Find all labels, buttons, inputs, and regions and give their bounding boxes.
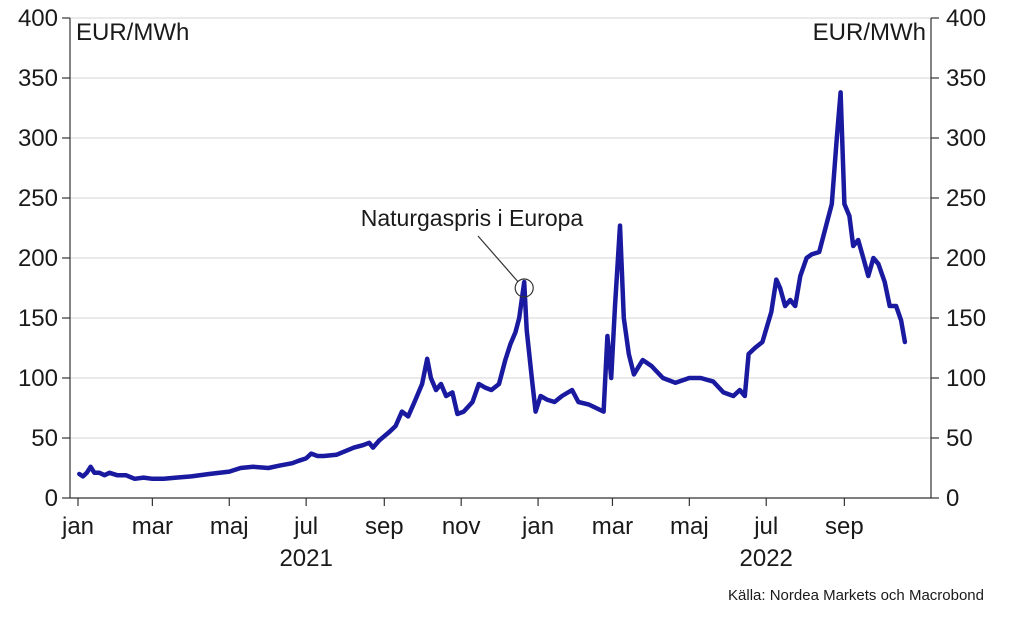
y-tick-label-right: 350 xyxy=(946,65,986,92)
year-label: 2022 xyxy=(740,545,793,572)
x-tick-label: mar xyxy=(592,513,633,540)
x-tick-label: sep xyxy=(365,513,404,540)
x-tick-label: jul xyxy=(293,513,318,540)
y-tick-label-right: 0 xyxy=(946,485,959,512)
y-tick-label-left: 250 xyxy=(18,185,58,212)
y-tick-label-left: 350 xyxy=(18,65,58,92)
series-line-naturgaspris xyxy=(77,90,908,482)
x-ticks: jan mar maj jul sep nov jan mar maj jul sep xyxy=(61,498,864,540)
x-tick-label: maj xyxy=(670,513,709,540)
x-tick-label: maj xyxy=(210,513,249,540)
grid-lines xyxy=(70,17,931,439)
y-ticks-left: 0 50 100 150 200 250 300 350 400 xyxy=(18,5,70,512)
source-note: Källa: Nordea Markets och Macrobond xyxy=(728,587,984,604)
y-tick-label-left: 0 xyxy=(45,485,58,512)
y-ticks-right: 0 50 100 150 200 250 300 350 400 xyxy=(931,5,986,512)
y-tick-label-left: 200 xyxy=(18,245,58,272)
x-tick-label: sep xyxy=(825,513,864,540)
annotation-pointer xyxy=(477,235,519,283)
y-tick-label-left: 100 xyxy=(18,365,58,392)
y-tick-label-left: 50 xyxy=(31,425,58,452)
x-tick-label: nov xyxy=(442,513,481,540)
x-tick-label: mar xyxy=(132,513,173,540)
y-tick-label-left: 300 xyxy=(18,125,58,152)
year-label: 2021 xyxy=(279,545,332,572)
y-tick-label-left: 150 xyxy=(18,305,58,332)
annotation-circle xyxy=(514,278,534,298)
y-tick-label-right: 400 xyxy=(946,5,986,32)
y-tick-label-right: 50 xyxy=(946,425,973,452)
y-tick-label-right: 300 xyxy=(946,125,986,152)
year-labels: 2021 2022 xyxy=(279,545,792,572)
y-tick-label-left: 400 xyxy=(18,5,58,32)
y-unit-label-right: EUR/MWh xyxy=(813,19,926,46)
x-tick-label: jul xyxy=(753,513,778,540)
y-tick-label-right: 150 xyxy=(946,305,986,332)
y-tick-label-right: 250 xyxy=(946,185,986,212)
y-tick-label-right: 100 xyxy=(946,365,986,392)
y-tick-label-right: 200 xyxy=(946,245,986,272)
x-tick-label: jan xyxy=(521,513,554,540)
annotation: Naturgaspris i Europa xyxy=(361,205,584,298)
y-unit-label-left: EUR/MWh xyxy=(76,19,189,46)
annotation-label: Naturgaspris i Europa xyxy=(361,205,584,231)
x-tick-label: jan xyxy=(61,513,94,540)
